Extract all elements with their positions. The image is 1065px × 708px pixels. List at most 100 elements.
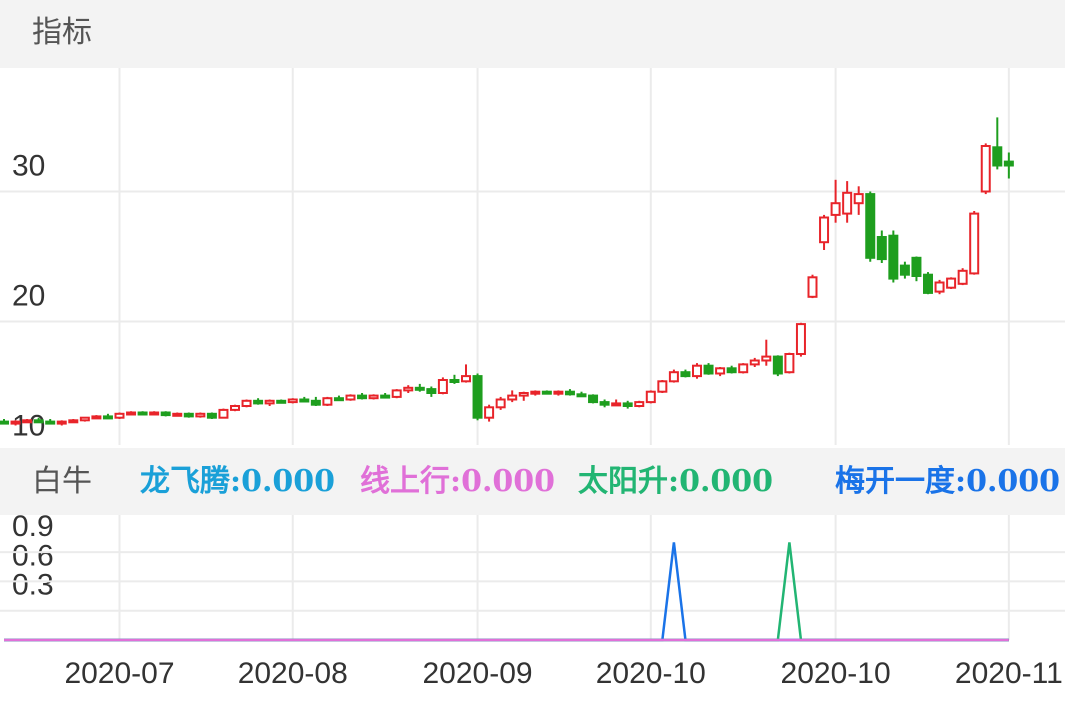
candle-body — [299, 398, 310, 403]
candle-body — [126, 411, 137, 416]
candle-body — [992, 146, 1003, 167]
candle-body — [403, 386, 414, 392]
candle-body — [426, 388, 437, 395]
candle-body — [253, 399, 264, 405]
legend-entry: 线上行:0.000 — [360, 464, 555, 499]
candle-body — [599, 401, 610, 406]
candle-body — [853, 193, 864, 205]
candle-body — [414, 386, 425, 391]
candle-body — [969, 212, 980, 275]
candle-body — [899, 264, 910, 276]
candle-body — [380, 394, 391, 399]
candle-body — [957, 269, 968, 285]
candle-body — [726, 367, 737, 374]
legend-entry: 太阳升:0.000 — [578, 464, 773, 499]
y-tick-label: 0.9 — [12, 510, 54, 543]
y-tick-label: 0.3 — [12, 569, 54, 602]
candle-body — [206, 412, 217, 419]
candle-body — [22, 419, 33, 424]
indicator-title: 白牛 — [32, 465, 92, 498]
candle-body — [264, 399, 275, 405]
candle-body — [333, 397, 344, 402]
candle-body — [45, 420, 56, 425]
candle-body — [149, 411, 160, 416]
candle-body — [137, 411, 148, 416]
candle-body — [68, 419, 79, 424]
candle-body — [703, 364, 714, 375]
y-tick-label: 10 — [12, 409, 45, 442]
header-title: 指标 — [32, 16, 92, 49]
legend-entry: 梅开一度:0.000 — [835, 464, 1060, 499]
candle-body — [102, 415, 113, 420]
candle-body — [391, 389, 402, 398]
candle-body — [738, 363, 749, 374]
candle-body — [530, 390, 541, 395]
candle-body — [934, 281, 945, 293]
candle-body — [749, 359, 760, 366]
candle-body — [33, 419, 44, 424]
candle-body — [218, 408, 229, 419]
x-tick-label: 2020-08 — [238, 657, 348, 690]
candle-body — [576, 393, 587, 398]
candle-body — [668, 371, 679, 383]
candle-body — [91, 415, 102, 420]
candle-body — [368, 394, 379, 400]
header-bar — [0, 0, 1065, 68]
candle-body — [472, 375, 483, 419]
y-tick-label: 30 — [12, 149, 45, 182]
candle-body — [645, 390, 656, 404]
candle-body — [507, 394, 518, 401]
x-tick-label: 2020-07 — [64, 657, 174, 690]
candle-body — [172, 412, 183, 417]
candle-body — [10, 420, 21, 425]
candle-body — [657, 380, 668, 393]
x-tick-label: 2020-09 — [422, 657, 532, 690]
candle-body — [276, 399, 287, 404]
candle-body — [1003, 160, 1014, 167]
candle-body — [484, 406, 495, 419]
candle-body — [622, 402, 633, 407]
candle-body — [980, 145, 991, 193]
candle-body — [692, 364, 702, 378]
candle-body — [541, 390, 552, 395]
candle-body — [784, 353, 795, 374]
candle-body — [946, 277, 957, 289]
indicator-line — [4, 542, 1009, 642]
candle-body — [588, 394, 599, 404]
y-tick-label: 20 — [12, 279, 45, 312]
legend-bar — [0, 448, 1065, 515]
candle-body — [114, 412, 125, 419]
candle-body — [923, 273, 933, 294]
x-tick-label: 2020-11 — [955, 657, 1063, 690]
candle-body — [437, 379, 448, 394]
candle-body — [680, 371, 691, 378]
candle-body — [357, 394, 368, 400]
candle-body — [183, 412, 194, 418]
candle-body — [495, 398, 506, 409]
x-tick-label: 2020-10 — [596, 657, 706, 690]
candle-body — [911, 256, 922, 277]
candle-body — [449, 379, 460, 383]
candle-body — [865, 193, 876, 259]
candle-body — [345, 394, 356, 401]
candle-body — [761, 355, 772, 362]
candle-body — [195, 412, 206, 418]
candle-body — [79, 416, 90, 422]
candle-body — [287, 398, 298, 404]
candle-body — [807, 276, 818, 298]
candle-body — [241, 399, 252, 407]
legend-entry: 龙飞腾:0.000 — [140, 464, 335, 499]
candle-body — [772, 355, 783, 375]
candle-body — [461, 375, 471, 383]
indicator-line — [4, 542, 1009, 642]
candle-body — [888, 234, 899, 280]
candle-body — [611, 402, 622, 407]
candle-body — [553, 390, 564, 395]
y-tick-label: 0.6 — [12, 539, 54, 572]
candle-body — [56, 420, 67, 425]
candle-body — [715, 367, 726, 375]
candle-body — [0, 420, 9, 425]
candle-body — [795, 323, 806, 356]
candle-body — [634, 401, 645, 408]
